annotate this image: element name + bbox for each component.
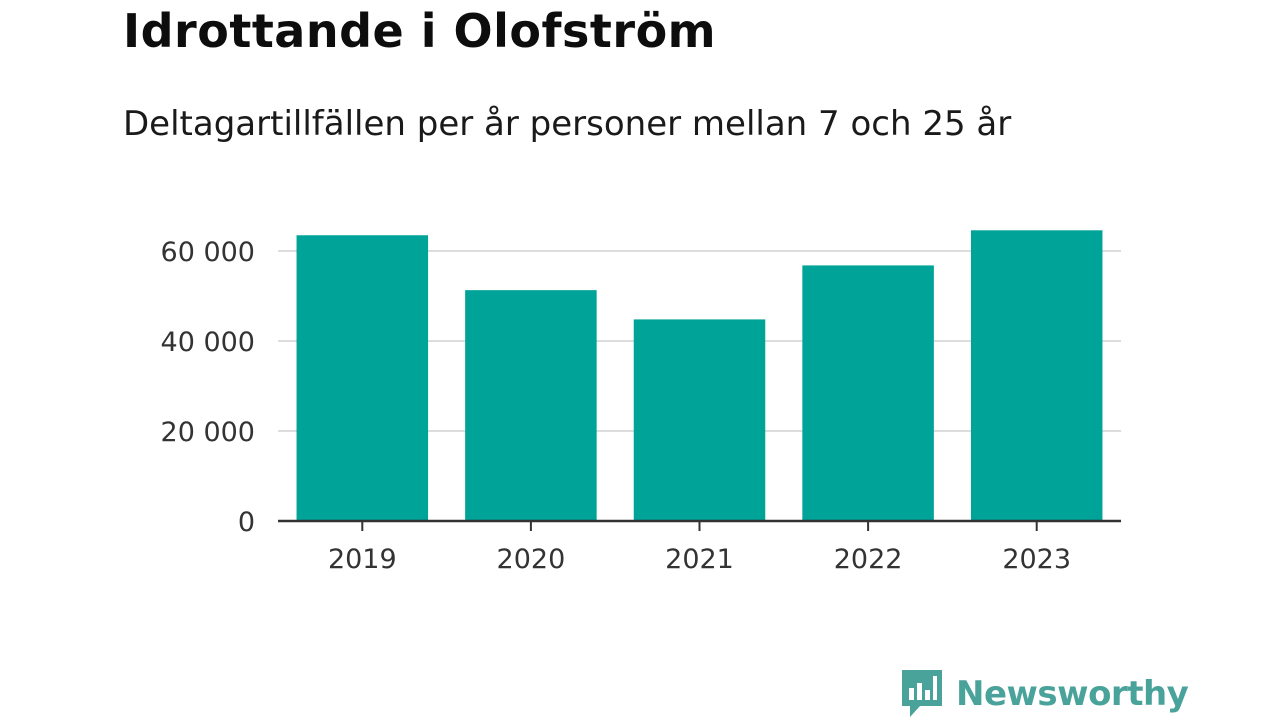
bar-2021 [633, 319, 766, 521]
x-tick-label: 2020 [497, 544, 566, 575]
bar-2023 [970, 230, 1103, 522]
brand-name: Newsworthy [956, 674, 1189, 714]
x-tick-label: 2019 [328, 544, 397, 575]
x-tick-label: 2021 [665, 544, 734, 575]
bar-2019 [296, 235, 429, 521]
chart-subtitle: Deltagartillfällen per år personer mella… [123, 104, 1012, 144]
brand-logo: Newsworthy [902, 670, 1189, 718]
y-tick-label: 0 [238, 507, 255, 538]
y-tick-label: 60 000 [161, 237, 255, 268]
x-tick-label: 2023 [1002, 544, 1071, 575]
y-tick-label: 20 000 [161, 417, 255, 448]
chart-title: Idrottande i Olofström [123, 4, 717, 58]
bar-2020 [465, 290, 597, 521]
x-tick-label: 2022 [834, 544, 903, 575]
y-tick-label: 40 000 [161, 327, 255, 358]
bar-2022 [802, 265, 934, 521]
bar-chart-speech-bubble-icon [902, 670, 942, 717]
